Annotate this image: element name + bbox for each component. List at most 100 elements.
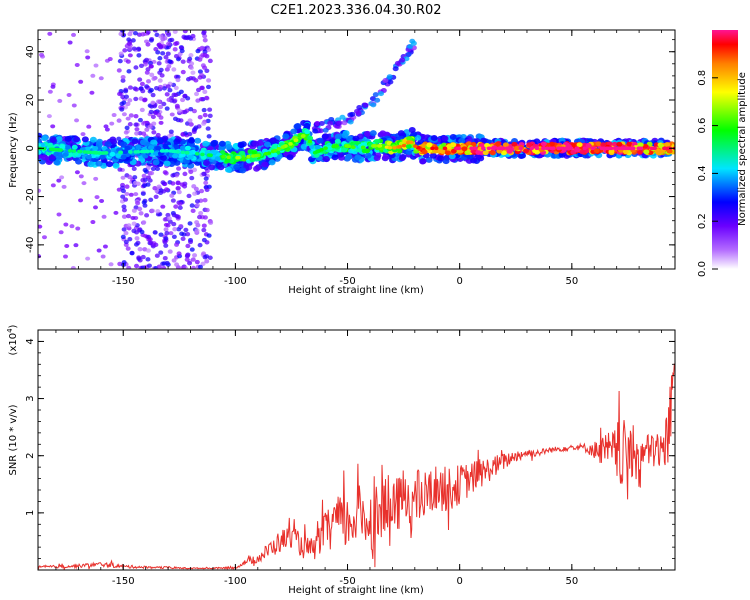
snr-panel: -150 -100 -50 0 50 1 2 3 4 Height of straight l… — [6, 324, 676, 596]
ridge-speck — [419, 158, 427, 165]
band-speck — [171, 221, 177, 227]
ridge-peak — [549, 146, 555, 151]
band-speck — [131, 208, 137, 213]
band-speck — [167, 59, 173, 64]
noise-speck — [133, 192, 139, 197]
band-speck — [154, 253, 160, 258]
band-speck — [197, 69, 203, 74]
band-speck — [162, 217, 168, 222]
ridge-peak — [496, 146, 501, 151]
ridge-core — [122, 149, 129, 155]
ridge-peak — [82, 150, 88, 154]
band-speck — [190, 257, 196, 262]
ridge-peak — [307, 139, 313, 144]
ridge-core — [511, 141, 518, 147]
ridge-core — [85, 154, 92, 160]
ridge-speck — [373, 155, 381, 162]
noise-speck — [71, 32, 77, 37]
colorbar-tick-label: 0.8 — [697, 70, 708, 86]
ridge-speck — [369, 130, 377, 137]
band-speck — [207, 113, 213, 119]
noise-speck — [93, 176, 99, 181]
band-speck — [204, 254, 210, 259]
noise-speck — [99, 198, 105, 203]
band-speck — [176, 108, 182, 113]
band-speck — [163, 227, 169, 232]
ridge-speck — [269, 137, 277, 144]
band-speck — [144, 213, 150, 218]
ridge-peak — [315, 149, 320, 154]
x-tick-label: -150 — [112, 276, 135, 287]
ridge-speck — [73, 136, 81, 143]
band-speck — [126, 213, 132, 219]
ridge-core — [184, 145, 191, 151]
branch-speck — [394, 60, 401, 66]
ridge-peak — [276, 147, 281, 151]
band-speck — [131, 221, 137, 226]
band-speck — [120, 75, 126, 80]
branch-speck — [362, 102, 369, 108]
ridge-speck — [430, 135, 438, 142]
band-speck — [126, 69, 132, 74]
band-speck — [202, 38, 208, 43]
ridge-core — [187, 154, 194, 160]
ridge-peak — [78, 149, 83, 154]
ridge-speck — [187, 137, 195, 144]
band-speck — [139, 81, 145, 87]
ridge-peak — [226, 155, 231, 160]
band-speck — [122, 48, 128, 53]
band-speck — [185, 231, 191, 237]
noise-speck — [107, 57, 113, 62]
ridge-core — [461, 146, 468, 152]
ridge-speck — [429, 152, 437, 159]
band-speck — [180, 97, 186, 103]
band-speck — [164, 106, 170, 111]
ridge-peak — [590, 146, 595, 151]
ridge-core — [109, 151, 116, 157]
ridge-core — [534, 149, 541, 155]
band-speck — [140, 177, 146, 183]
noise-speck — [89, 90, 95, 95]
ridge-peak — [490, 146, 496, 151]
band-speck — [177, 205, 183, 210]
ridge-core — [214, 156, 221, 162]
ridge-core — [475, 150, 482, 155]
noise-speck — [74, 62, 80, 67]
band-speck — [132, 175, 138, 180]
ridge-peak — [118, 150, 123, 155]
ridge-peak — [480, 146, 486, 151]
ridge-core — [540, 141, 547, 147]
band-speck — [201, 251, 207, 256]
ridge-peak — [91, 150, 97, 155]
noise-speck — [70, 265, 76, 269]
band-speck — [188, 106, 194, 112]
band-speck — [179, 48, 185, 54]
x-tick-label: -50 — [339, 576, 355, 587]
noise-speck — [100, 254, 106, 259]
branch-speck — [386, 74, 393, 80]
band-speck — [174, 242, 180, 247]
ridge-speck — [268, 159, 276, 166]
ridge-core — [626, 141, 633, 147]
ridge-speck — [364, 152, 372, 159]
noise-speck — [78, 79, 84, 84]
band-speck — [200, 261, 206, 267]
noise-speck — [74, 170, 80, 175]
band-speck — [158, 67, 164, 73]
band-speck — [192, 253, 198, 258]
band-speck — [147, 124, 153, 130]
ridge-core — [241, 156, 248, 162]
ridge-peak — [623, 146, 629, 151]
band-speck — [176, 251, 182, 256]
branch-speck — [387, 79, 394, 85]
band-speck — [203, 176, 209, 181]
band-speck — [176, 166, 182, 171]
noise-speck — [67, 40, 73, 45]
ridge-peak — [609, 146, 614, 151]
band-speck — [169, 193, 175, 198]
ridge-peak — [263, 151, 269, 156]
band-speck — [171, 92, 177, 98]
noise-speck — [104, 127, 110, 132]
band-speck — [192, 167, 198, 173]
band-speck — [123, 197, 129, 202]
